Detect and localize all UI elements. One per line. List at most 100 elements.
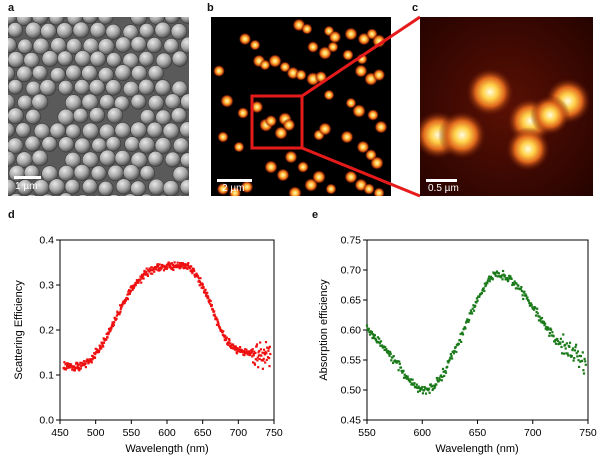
data-point <box>68 364 71 367</box>
particle-spot <box>327 41 339 53</box>
data-point <box>510 277 513 280</box>
data-point <box>406 375 409 378</box>
data-point <box>367 329 370 332</box>
data-point <box>469 309 472 312</box>
data-point <box>446 365 449 368</box>
data-point <box>187 262 190 265</box>
data-point <box>398 362 401 365</box>
data-point <box>440 379 443 382</box>
data-point <box>119 304 122 307</box>
x-tick-label: 750 <box>265 427 283 439</box>
data-point <box>442 370 445 373</box>
sphere <box>39 79 57 96</box>
data-point <box>517 284 520 287</box>
sphere <box>41 136 58 152</box>
data-point <box>243 354 246 357</box>
data-point <box>182 267 185 270</box>
sphere <box>57 50 73 67</box>
data-point <box>71 368 74 371</box>
data-point <box>76 362 79 365</box>
data-point <box>540 321 543 324</box>
data-point <box>366 327 369 330</box>
data-point <box>471 312 474 315</box>
sphere <box>81 17 99 24</box>
data-point <box>545 328 548 331</box>
data-point <box>253 350 256 353</box>
y-tick-label: 0.3 <box>39 280 54 292</box>
data-point <box>385 348 388 351</box>
data-point <box>375 339 378 342</box>
sphere <box>77 194 89 196</box>
data-point <box>126 298 129 301</box>
data-point <box>83 364 86 367</box>
data-point <box>530 302 533 305</box>
data-point <box>571 347 575 350</box>
data-point <box>373 336 376 340</box>
data-point <box>397 369 400 372</box>
data-point <box>180 265 183 268</box>
sphere <box>106 107 123 124</box>
data-point <box>420 387 423 391</box>
data-point <box>156 263 159 266</box>
data-point <box>373 334 376 337</box>
y-tick-label: 0.65 <box>341 295 362 307</box>
scale-bar-c <box>426 179 457 182</box>
scale-label-a: 1 µm <box>15 181 38 192</box>
data-point <box>184 266 187 270</box>
data-point <box>151 272 154 275</box>
data-point <box>144 270 148 273</box>
data-point <box>507 278 510 281</box>
sphere <box>138 78 155 96</box>
data-point <box>145 267 148 270</box>
sphere <box>155 109 172 126</box>
data-point <box>371 337 374 340</box>
sphere <box>147 94 165 112</box>
data-point <box>171 263 175 266</box>
data-point <box>465 320 468 323</box>
data-point <box>129 289 133 292</box>
data-point <box>66 362 69 365</box>
data-point <box>541 320 544 323</box>
data-point <box>525 294 528 297</box>
plot-frame <box>366 239 589 421</box>
panel-label-d: d <box>8 209 15 221</box>
data-point <box>537 315 540 318</box>
data-point <box>527 299 530 302</box>
x-tick-label: 600 <box>413 427 431 439</box>
sphere <box>8 22 23 38</box>
data-point <box>102 337 105 340</box>
data-point <box>387 352 390 355</box>
data-point <box>248 350 251 353</box>
data-point <box>535 310 538 314</box>
data-point <box>581 359 584 362</box>
sphere <box>82 122 100 140</box>
data-point <box>127 290 130 293</box>
data-point <box>438 378 441 381</box>
data-point <box>158 269 161 272</box>
data-point <box>258 357 261 361</box>
sphere <box>72 21 90 39</box>
data-point <box>503 274 507 277</box>
data-point <box>232 343 235 346</box>
data-point <box>197 277 200 280</box>
data-point <box>202 291 206 294</box>
data-point <box>261 367 264 370</box>
data-point <box>533 308 536 311</box>
data-point <box>516 287 519 290</box>
data-point <box>427 389 430 392</box>
particle-spot <box>352 104 366 118</box>
data-point <box>72 366 75 369</box>
data-point <box>264 361 267 364</box>
data-point <box>179 266 182 269</box>
data-point <box>189 266 192 269</box>
data-point <box>370 332 373 335</box>
data-point <box>86 358 89 361</box>
particle-spot <box>363 183 375 195</box>
data-point <box>372 333 375 336</box>
data-point <box>112 322 115 325</box>
sphere <box>179 179 189 195</box>
data-point <box>548 332 551 335</box>
particle-spot <box>344 27 358 41</box>
sphere <box>26 193 37 196</box>
data-point <box>403 376 406 379</box>
